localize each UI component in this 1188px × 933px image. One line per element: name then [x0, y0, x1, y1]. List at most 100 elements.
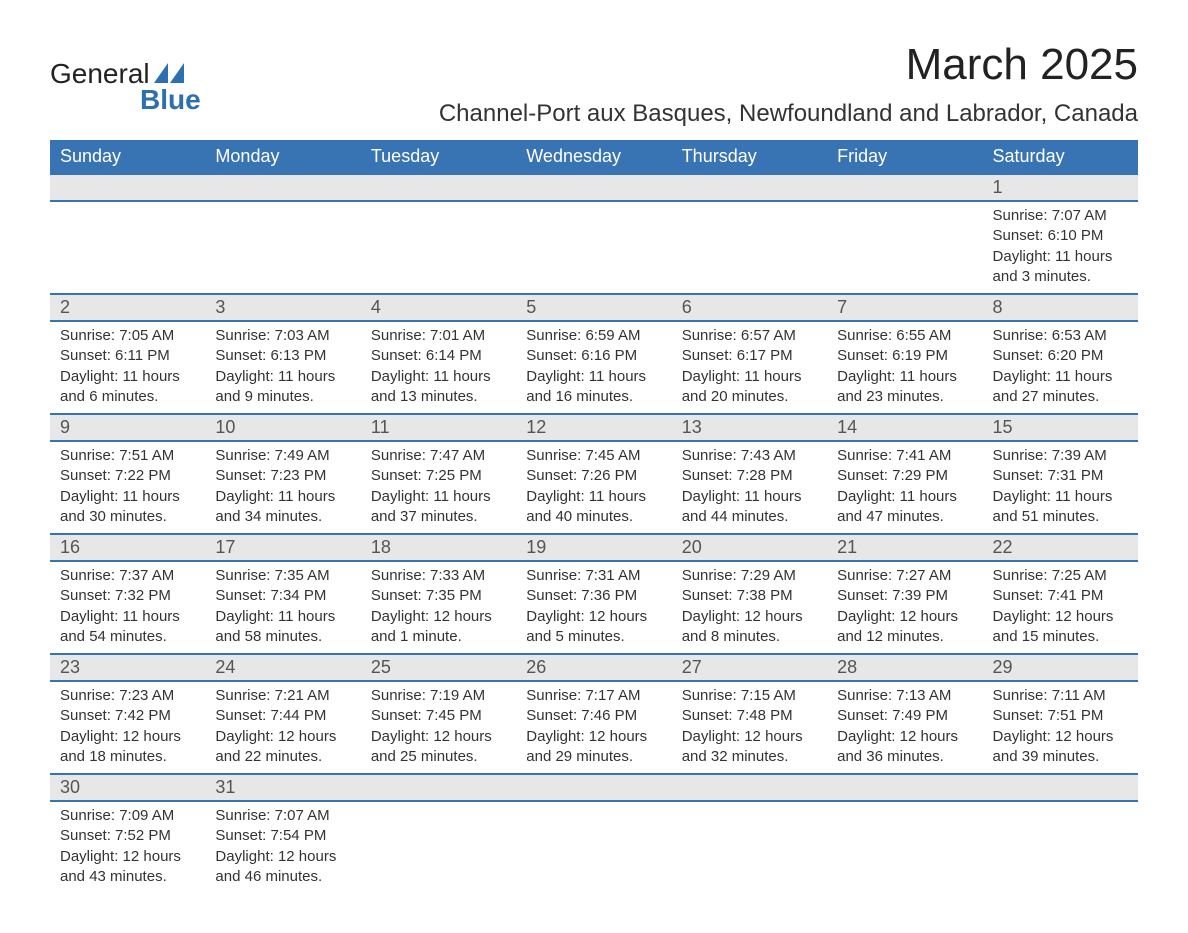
- daylight-line: Daylight: 11 hours and 16 minutes.: [526, 367, 661, 408]
- calendar-cell-body: [516, 201, 671, 294]
- day-details: Sunrise: 6:59 AMSunset: 6:16 PMDaylight:…: [516, 322, 671, 413]
- daylight-line: Daylight: 12 hours and 12 minutes.: [837, 607, 972, 648]
- day-details: Sunrise: 7:41 AMSunset: 7:29 PMDaylight:…: [827, 442, 982, 533]
- calendar-cell-daynum: 31: [205, 774, 360, 801]
- calendar-cell-body: Sunrise: 6:57 AMSunset: 6:17 PMDaylight:…: [672, 321, 827, 414]
- calendar-cell-body: [827, 201, 982, 294]
- day-number: 9: [50, 415, 205, 440]
- daylight-line: Daylight: 12 hours and 25 minutes.: [371, 727, 506, 768]
- calendar-cell-daynum: 27: [672, 654, 827, 681]
- day-details: [672, 202, 827, 232]
- calendar-cell-body: Sunrise: 7:37 AMSunset: 7:32 PMDaylight:…: [50, 561, 205, 654]
- sunrise-line: Sunrise: 7:51 AM: [60, 446, 195, 466]
- calendar-daybody-row: Sunrise: 7:09 AMSunset: 7:52 PMDaylight:…: [50, 801, 1138, 893]
- day-number: [827, 175, 982, 200]
- calendar-cell-body: Sunrise: 7:13 AMSunset: 7:49 PMDaylight:…: [827, 681, 982, 774]
- calendar-daybody-row: Sunrise: 7:23 AMSunset: 7:42 PMDaylight:…: [50, 681, 1138, 774]
- calendar-daynum-row: 9101112131415: [50, 414, 1138, 441]
- calendar-table: Sunday Monday Tuesday Wednesday Thursday…: [50, 140, 1138, 893]
- day-number: 31: [205, 775, 360, 800]
- sunrise-line: Sunrise: 7:49 AM: [215, 446, 350, 466]
- sunset-line: Sunset: 6:11 PM: [60, 346, 195, 366]
- day-details: Sunrise: 7:37 AMSunset: 7:32 PMDaylight:…: [50, 562, 205, 653]
- day-number: [516, 175, 671, 200]
- day-number: 29: [983, 655, 1138, 680]
- calendar-cell-body: Sunrise: 7:11 AMSunset: 7:51 PMDaylight:…: [983, 681, 1138, 774]
- calendar-cell-body: Sunrise: 7:31 AMSunset: 7:36 PMDaylight:…: [516, 561, 671, 654]
- calendar-cell-body: Sunrise: 7:27 AMSunset: 7:39 PMDaylight:…: [827, 561, 982, 654]
- sunrise-line: Sunrise: 7:37 AM: [60, 566, 195, 586]
- weekday-header: Friday: [827, 140, 982, 174]
- calendar-cell-daynum: 30: [50, 774, 205, 801]
- day-number: [205, 175, 360, 200]
- sunrise-line: Sunrise: 7:23 AM: [60, 686, 195, 706]
- calendar-cell-body: [827, 801, 982, 893]
- calendar-cell-daynum: [516, 774, 671, 801]
- calendar-cell-body: Sunrise: 7:43 AMSunset: 7:28 PMDaylight:…: [672, 441, 827, 534]
- calendar-cell-body: [361, 201, 516, 294]
- weekday-header: Monday: [205, 140, 360, 174]
- sunset-line: Sunset: 7:42 PM: [60, 706, 195, 726]
- sunset-line: Sunset: 7:35 PM: [371, 586, 506, 606]
- calendar-cell-body: Sunrise: 7:41 AMSunset: 7:29 PMDaylight:…: [827, 441, 982, 534]
- sunrise-line: Sunrise: 6:59 AM: [526, 326, 661, 346]
- sunrise-line: Sunrise: 7:31 AM: [526, 566, 661, 586]
- daylight-line: Daylight: 11 hours and 34 minutes.: [215, 487, 350, 528]
- day-details: [827, 202, 982, 232]
- sunset-line: Sunset: 7:36 PM: [526, 586, 661, 606]
- calendar-cell-body: Sunrise: 6:55 AMSunset: 6:19 PMDaylight:…: [827, 321, 982, 414]
- daylight-line: Daylight: 12 hours and 18 minutes.: [60, 727, 195, 768]
- day-details: Sunrise: 7:07 AMSunset: 7:54 PMDaylight:…: [205, 802, 360, 893]
- calendar-cell-body: Sunrise: 7:47 AMSunset: 7:25 PMDaylight:…: [361, 441, 516, 534]
- calendar-cell-body: Sunrise: 7:49 AMSunset: 7:23 PMDaylight:…: [205, 441, 360, 534]
- day-details: Sunrise: 7:23 AMSunset: 7:42 PMDaylight:…: [50, 682, 205, 773]
- calendar-cell-body: Sunrise: 7:21 AMSunset: 7:44 PMDaylight:…: [205, 681, 360, 774]
- day-number: 30: [50, 775, 205, 800]
- calendar-cell-daynum: 16: [50, 534, 205, 561]
- calendar-cell-body: Sunrise: 6:53 AMSunset: 6:20 PMDaylight:…: [983, 321, 1138, 414]
- sunrise-line: Sunrise: 7:11 AM: [993, 686, 1128, 706]
- day-number: 1: [983, 175, 1138, 200]
- sunset-line: Sunset: 6:20 PM: [993, 346, 1128, 366]
- day-number: 6: [672, 295, 827, 320]
- day-number: 15: [983, 415, 1138, 440]
- day-details: Sunrise: 7:29 AMSunset: 7:38 PMDaylight:…: [672, 562, 827, 653]
- calendar-cell-body: Sunrise: 7:35 AMSunset: 7:34 PMDaylight:…: [205, 561, 360, 654]
- sunset-line: Sunset: 7:41 PM: [993, 586, 1128, 606]
- sunrise-line: Sunrise: 7:15 AM: [682, 686, 817, 706]
- day-details: Sunrise: 7:07 AMSunset: 6:10 PMDaylight:…: [983, 202, 1138, 293]
- calendar-cell-daynum: 18: [361, 534, 516, 561]
- day-number: 23: [50, 655, 205, 680]
- calendar-cell-body: [983, 801, 1138, 893]
- daylight-line: Daylight: 12 hours and 22 minutes.: [215, 727, 350, 768]
- day-number: 16: [50, 535, 205, 560]
- day-number: 19: [516, 535, 671, 560]
- sunrise-line: Sunrise: 6:53 AM: [993, 326, 1128, 346]
- calendar-cell-body: [672, 801, 827, 893]
- day-details: [827, 802, 982, 832]
- calendar-cell-daynum: [983, 774, 1138, 801]
- calendar-cell-daynum: 14: [827, 414, 982, 441]
- day-details: Sunrise: 7:13 AMSunset: 7:49 PMDaylight:…: [827, 682, 982, 773]
- logo-text-top: General: [50, 58, 150, 90]
- day-number: 24: [205, 655, 360, 680]
- daylight-line: Daylight: 11 hours and 51 minutes.: [993, 487, 1128, 528]
- daylight-line: Daylight: 11 hours and 23 minutes.: [837, 367, 972, 408]
- day-details: Sunrise: 7:49 AMSunset: 7:23 PMDaylight:…: [205, 442, 360, 533]
- calendar-cell-body: [672, 201, 827, 294]
- calendar-daynum-row: 23242526272829: [50, 654, 1138, 681]
- day-number: 27: [672, 655, 827, 680]
- sunset-line: Sunset: 7:23 PM: [215, 466, 350, 486]
- calendar-cell-daynum: 1: [983, 174, 1138, 201]
- day-number: [827, 775, 982, 800]
- daylight-line: Daylight: 12 hours and 32 minutes.: [682, 727, 817, 768]
- calendar-cell-body: Sunrise: 7:17 AMSunset: 7:46 PMDaylight:…: [516, 681, 671, 774]
- sunrise-line: Sunrise: 7:21 AM: [215, 686, 350, 706]
- sunset-line: Sunset: 7:48 PM: [682, 706, 817, 726]
- day-details: Sunrise: 7:01 AMSunset: 6:14 PMDaylight:…: [361, 322, 516, 413]
- daylight-line: Daylight: 12 hours and 39 minutes.: [993, 727, 1128, 768]
- daylight-line: Daylight: 11 hours and 44 minutes.: [682, 487, 817, 528]
- sunset-line: Sunset: 7:52 PM: [60, 826, 195, 846]
- day-details: Sunrise: 7:17 AMSunset: 7:46 PMDaylight:…: [516, 682, 671, 773]
- daylight-line: Daylight: 11 hours and 27 minutes.: [993, 367, 1128, 408]
